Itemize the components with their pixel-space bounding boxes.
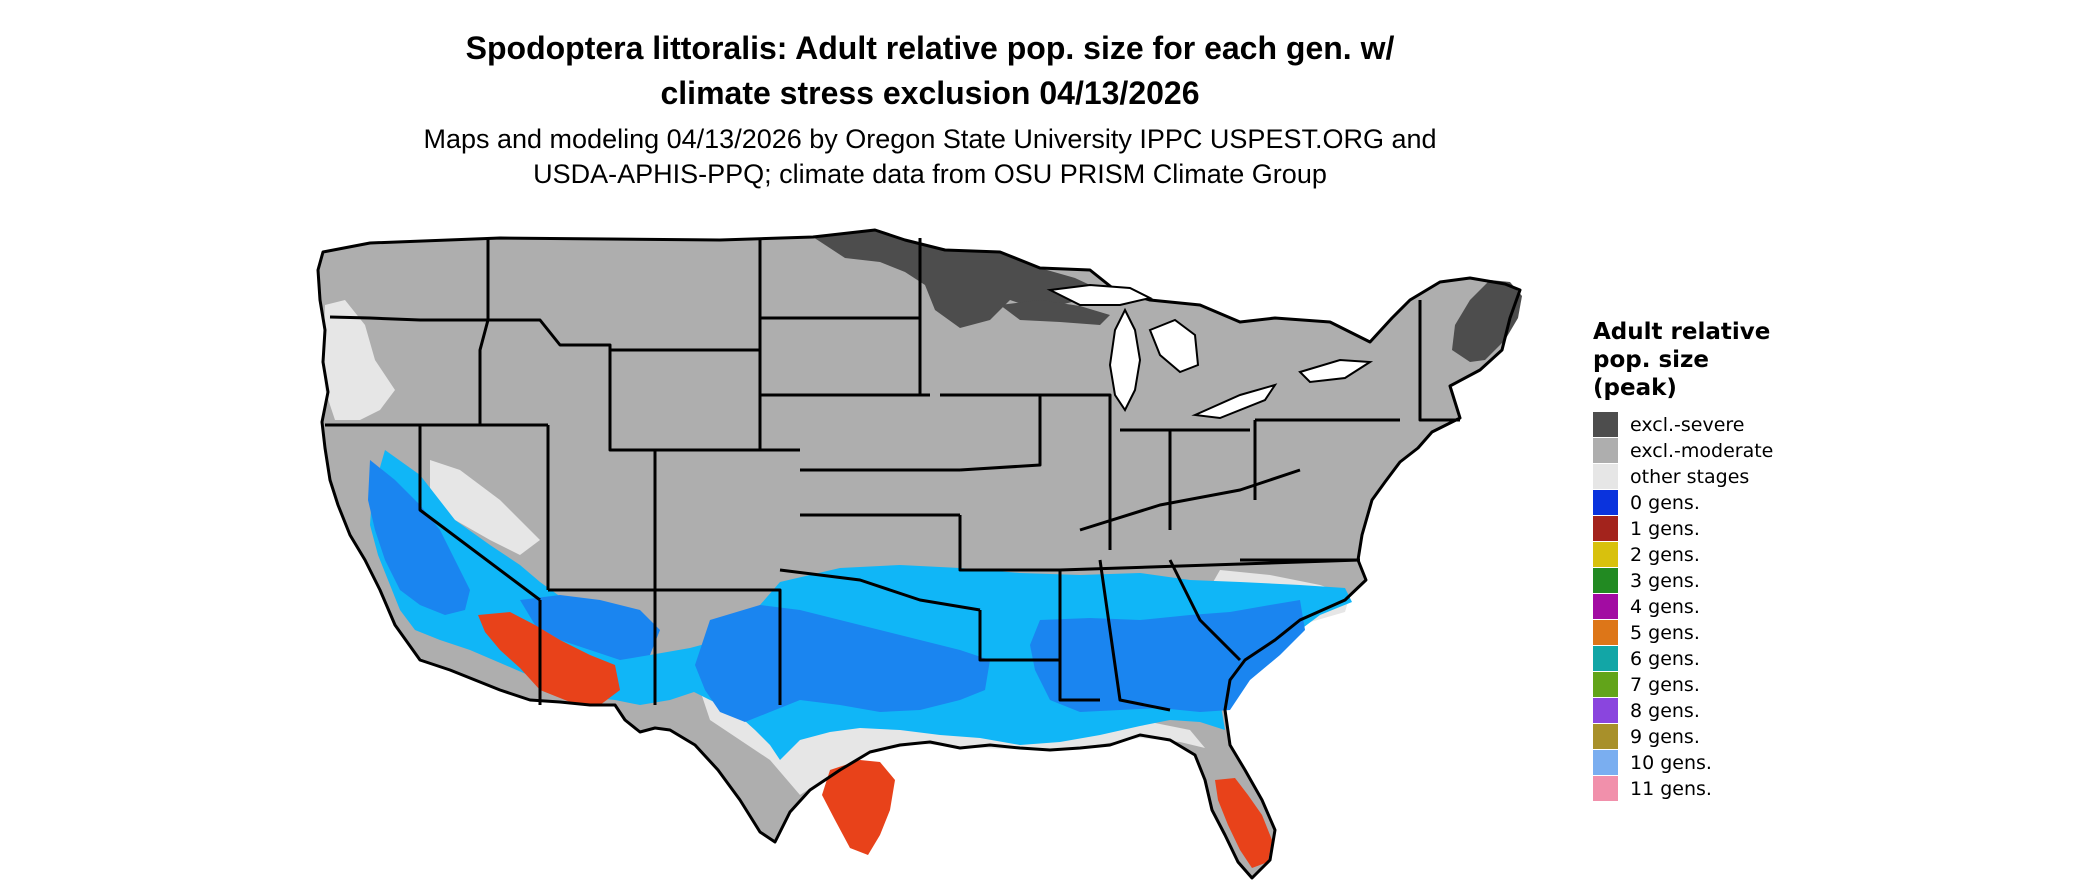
region-gen-blue-arizona (520, 595, 660, 660)
border-ca-nv (418, 425, 541, 602)
legend-item: 2 gens. (1593, 542, 1893, 568)
legend-swatch (1593, 464, 1618, 489)
legend-swatch (1593, 594, 1618, 619)
legend-item: 0 gens. (1593, 490, 1893, 516)
legend-label: excl.-moderate (1630, 440, 1774, 462)
region-gen-blue-deep-south (1030, 600, 1305, 712)
legend-swatch (1593, 412, 1618, 437)
legend-title: Adult relative pop. size (peak) (1593, 318, 1893, 402)
lake-huron (1148, 318, 1200, 374)
legend-label: 4 gens. (1630, 596, 1700, 618)
legend-item: 6 gens. (1593, 646, 1893, 672)
legend-item: 9 gens. (1593, 724, 1893, 750)
legend-swatch (1593, 568, 1618, 593)
border-ms-al (1058, 570, 1100, 702)
legend-label: 3 gens. (1630, 570, 1700, 592)
legend-label: 10 gens. (1630, 752, 1712, 774)
border-ia-mo (940, 393, 1042, 472)
region-gen-blue-california (368, 460, 470, 615)
lake-erie (1191, 383, 1278, 420)
region-gen-light-blue-southeast (690, 565, 1352, 760)
legend-label: 6 gens. (1630, 648, 1700, 670)
legend-label: 8 gens. (1630, 700, 1700, 722)
lake-superior (1046, 283, 1153, 306)
region-gen-red-florida (1215, 778, 1272, 868)
legend-item: 10 gens. (1593, 750, 1893, 776)
region-gen-blue-texas (695, 605, 990, 722)
border-mt-south (488, 318, 760, 352)
region-gen-light-blue-southwest (370, 450, 760, 705)
lake-michigan (1108, 307, 1142, 412)
legend-label: 0 gens. (1630, 492, 1700, 514)
legend-items: excl.-severe excl.-moderate other stages 0 … (1593, 412, 1893, 802)
legend-label: 2 gens. (1630, 544, 1700, 566)
legend-label: 7 gens. (1630, 674, 1700, 696)
legend-item: excl.-moderate (1593, 438, 1893, 464)
great-lakes (1046, 283, 1374, 420)
legend-swatch (1593, 438, 1618, 463)
legend-swatch (1593, 750, 1618, 775)
legend-swatch (1593, 698, 1618, 723)
legend-item: 7 gens. (1593, 672, 1893, 698)
region-severe-maine (1452, 280, 1522, 362)
border-new-england (1418, 300, 1460, 422)
border-mo-ar (958, 515, 1060, 572)
legend-swatch (1593, 646, 1618, 671)
legend: Adult relative pop. size (peak) excl.-se… (1593, 318, 1893, 802)
legend-title-line-1: Adult relative (1593, 319, 1771, 345)
legend-item: 1 gens. (1593, 516, 1893, 542)
region-other-great-basin (430, 460, 540, 555)
legend-label: excl.-severe (1630, 414, 1745, 436)
legend-item: 8 gens. (1593, 698, 1893, 724)
legend-label: other stages (1630, 466, 1750, 488)
legend-item: 5 gens. (1593, 620, 1893, 646)
legend-item: other stages (1593, 464, 1893, 490)
title-line-1: Spodoptera littoralis: Adult relative po… (465, 30, 1395, 66)
legend-label: 11 gens. (1630, 778, 1712, 800)
region-severe-upper-peninsula (1000, 300, 1110, 325)
map-overlays (323, 230, 1522, 868)
subtitle-line-1: Maps and modeling 04/13/2026 by Oregon S… (423, 124, 1437, 154)
legend-title-line-2: pop. size (1593, 347, 1710, 373)
legend-swatch (1593, 776, 1618, 801)
lake-ontario (1298, 358, 1374, 384)
map-subtitle: Maps and modeling 04/13/2026 by Oregon S… (330, 122, 1530, 192)
border-ar-la (978, 610, 1060, 662)
legend-item: 3 gens. (1593, 568, 1893, 594)
region-other-pacific-coast (323, 300, 395, 420)
border-al-ga (1098, 559, 1171, 712)
region-gen-red-arizona (478, 612, 620, 705)
border-tx-ok (779, 568, 981, 612)
legend-swatch (1593, 672, 1618, 697)
legend-label: 5 gens. (1630, 622, 1700, 644)
legend-title-line-3: (peak) (1593, 375, 1677, 401)
legend-item: 11 gens. (1593, 776, 1893, 802)
state-borders (316, 228, 1522, 880)
subtitle-line-2: USDA-APHIS-PPQ; climate data from OSU PR… (533, 159, 1327, 189)
border-ky-north (1079, 468, 1301, 532)
legend-label: 9 gens. (1630, 726, 1700, 748)
legend-item: 4 gens. (1593, 594, 1893, 620)
border-ga-sc (1168, 559, 1242, 662)
border-tn-north (1059, 558, 1361, 572)
legend-item: excl.-severe (1593, 412, 1893, 438)
region-gen-red-south-texas (822, 760, 895, 855)
legend-swatch (1593, 724, 1618, 749)
border-nm-tx (760, 588, 782, 705)
title-line-2: climate stress exclusion 04/13/2026 (660, 75, 1200, 111)
legend-swatch (1593, 542, 1618, 567)
border-id-west (478, 238, 490, 425)
legend-swatch (1593, 490, 1618, 515)
legend-swatch (1593, 516, 1618, 541)
legend-label: 1 gens. (1630, 518, 1700, 540)
map-title: Spodoptera littoralis: Adult relative po… (330, 26, 1530, 116)
legend-swatch (1593, 620, 1618, 645)
us-outline-stroke (316, 228, 1522, 880)
border-wa-or (329, 315, 488, 322)
